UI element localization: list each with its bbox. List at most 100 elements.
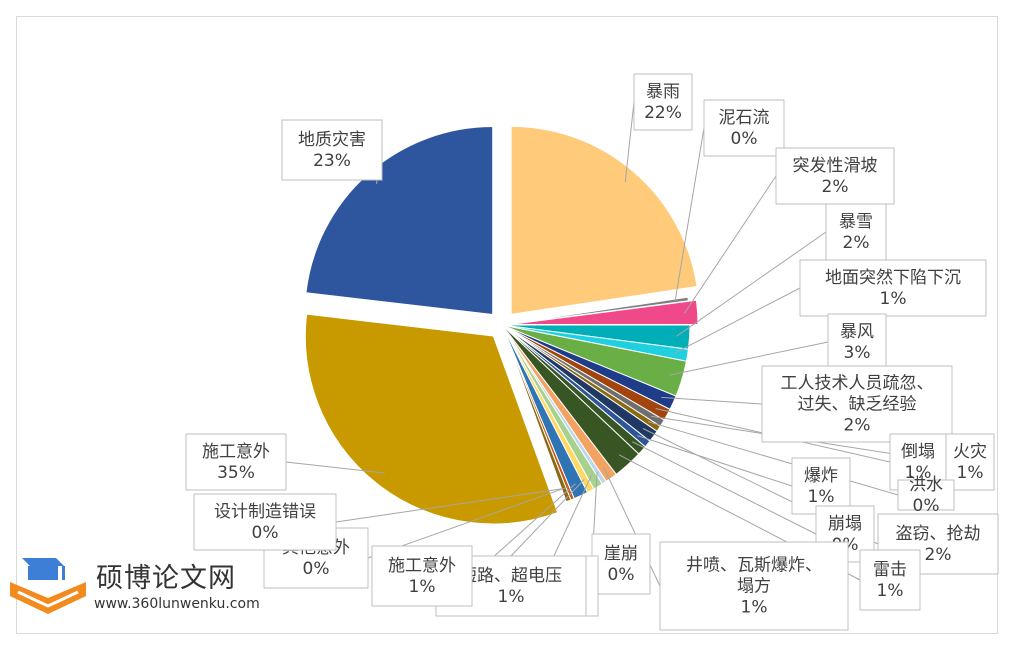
watermark-site-name: 硕博论文网 <box>96 563 236 594</box>
slice-percent-label-9: 0% <box>913 496 940 516</box>
slice-label-box-15 <box>591 533 651 595</box>
slice-category-label-5: 暴风 <box>840 322 874 342</box>
leader-line-9 <box>647 421 899 496</box>
slice-category-label-14: 井喷、瓦斯爆炸、 <box>686 556 822 576</box>
slice-category-label-15: 崖崩 <box>604 544 638 564</box>
slice-percent-label-3: 2% <box>843 233 870 253</box>
leader-line-17 <box>510 478 585 557</box>
slice-label-box-11 <box>791 457 851 515</box>
slice-label-box-3 <box>825 203 887 261</box>
slice-percent-label-7: 1% <box>905 463 932 483</box>
leader-line-6 <box>661 396 763 405</box>
slice-category-label-6: 工人技术人员疏忽、 <box>781 374 934 394</box>
slice-category-label-0: 暴雨 <box>646 82 680 102</box>
slice-percent-label-10: 2% <box>925 545 952 565</box>
slice-percent-label-13: 1% <box>877 581 904 601</box>
slice-category-label-2: 突发性滑坡 <box>793 156 878 176</box>
leader-line-5 <box>669 341 829 376</box>
slice-label-11: 爆炸1% <box>791 457 851 515</box>
slice-label-13: 雷击1% <box>859 549 921 611</box>
slice-label-5: 暴风3% <box>827 313 887 371</box>
slice-label-box-20 <box>193 493 337 551</box>
graduation-cap-logo-icon <box>10 558 86 614</box>
slice-label-15: 崖崩0% <box>591 533 651 595</box>
slice-percent-label-2: 2% <box>822 177 849 197</box>
slice-percent-label-17: 1% <box>498 587 525 607</box>
slice-category-label-14: 塌方 <box>737 577 771 597</box>
slice-percent-label-18: 1% <box>409 577 436 597</box>
slice-category-label-10: 盗窃、抢劫 <box>896 524 981 544</box>
slice-label-10: 盗窃、抢劫2% <box>877 513 999 575</box>
leader-line-0 <box>624 101 635 182</box>
slice-category-label-22: 地质灾害 <box>298 130 366 150</box>
leader-line-2 <box>684 175 777 314</box>
slice-percent-label-21: 35% <box>217 463 255 483</box>
chart-frame <box>16 16 998 634</box>
slice-percent-label-22: 23% <box>313 151 351 171</box>
slice-label-box-21 <box>185 433 287 491</box>
slice-label-box-6 <box>761 365 953 443</box>
slice-label-box-1 <box>703 99 785 157</box>
slice-category-label-17: 短路、超电压 <box>460 566 562 586</box>
leader-line-3 <box>676 231 827 337</box>
slice-category-label-4: 地面突然下陷下沉 <box>825 268 961 288</box>
slice-category-label-11: 爆炸 <box>804 466 838 486</box>
slice-percent-label-14: 1% <box>741 598 768 618</box>
slice-label-box-4 <box>799 259 987 317</box>
slice-percent-label-19: 0% <box>303 559 330 579</box>
slice-label-box-5 <box>827 313 887 371</box>
pie-slice-1 <box>501 296 689 326</box>
slice-label-box-13 <box>859 549 921 611</box>
slice-percent-label-11: 1% <box>808 487 835 507</box>
leader-lines <box>285 101 947 587</box>
slice-percent-label-8: 1% <box>957 463 984 483</box>
slice-category-label-13: 雷击 <box>873 560 907 580</box>
slice-label-box-0 <box>633 73 693 131</box>
slice-label-box-9 <box>897 479 955 511</box>
slice-category-label-3: 暴雪 <box>839 212 873 232</box>
leader-line-12 <box>632 441 817 535</box>
slice-category-label-8: 火灾 <box>953 442 987 462</box>
leader-line-14 <box>603 467 661 587</box>
slice-percent-label-0: 22% <box>644 103 682 123</box>
slice-category-label-6: 过失、缺乏经验 <box>798 395 917 415</box>
slice-label-box-14 <box>659 541 849 631</box>
pie-slice-2 <box>509 299 699 325</box>
site-watermark: 硕博论文网 www.360lunwenku.com <box>8 552 268 622</box>
slice-category-label-20: 设计制造错误 <box>214 502 316 522</box>
leader-line-20 <box>335 488 564 523</box>
slice-category-label-21: 施工意外 <box>202 442 270 462</box>
slice-percent-label-20: 0% <box>252 523 279 543</box>
pie-slice-20 <box>501 324 572 503</box>
slice-percent-label-6: 2% <box>844 416 871 436</box>
slice-category-label-1: 泥石流 <box>719 108 770 128</box>
slice-category-label-7: 倒塌 <box>901 442 935 462</box>
slice-label-9: 洪水0% <box>897 475 955 516</box>
slice-label-box-2 <box>775 147 895 205</box>
slice-label-box-22 <box>281 119 383 181</box>
watermark-site-url: www.360lunwenku.com <box>94 596 260 612</box>
leader-line-4 <box>674 287 801 354</box>
slice-label-box-18 <box>371 545 473 607</box>
slice-label-14: 井喷、瓦斯爆炸、塌方1% <box>659 541 849 631</box>
slice-category-label-12: 崩塌 <box>828 514 862 534</box>
leader-line-21 <box>285 461 385 474</box>
slice-percent-label-5: 3% <box>844 343 871 363</box>
slice-percent-label-15: 0% <box>608 565 635 585</box>
slice-category-label-9: 洪水 <box>909 475 943 495</box>
slice-percent-label-4: 1% <box>880 289 907 309</box>
leader-line-11 <box>637 435 793 487</box>
pie-slices <box>304 125 699 525</box>
leader-line-1 <box>674 127 705 301</box>
pie-slice-0 <box>510 125 698 315</box>
